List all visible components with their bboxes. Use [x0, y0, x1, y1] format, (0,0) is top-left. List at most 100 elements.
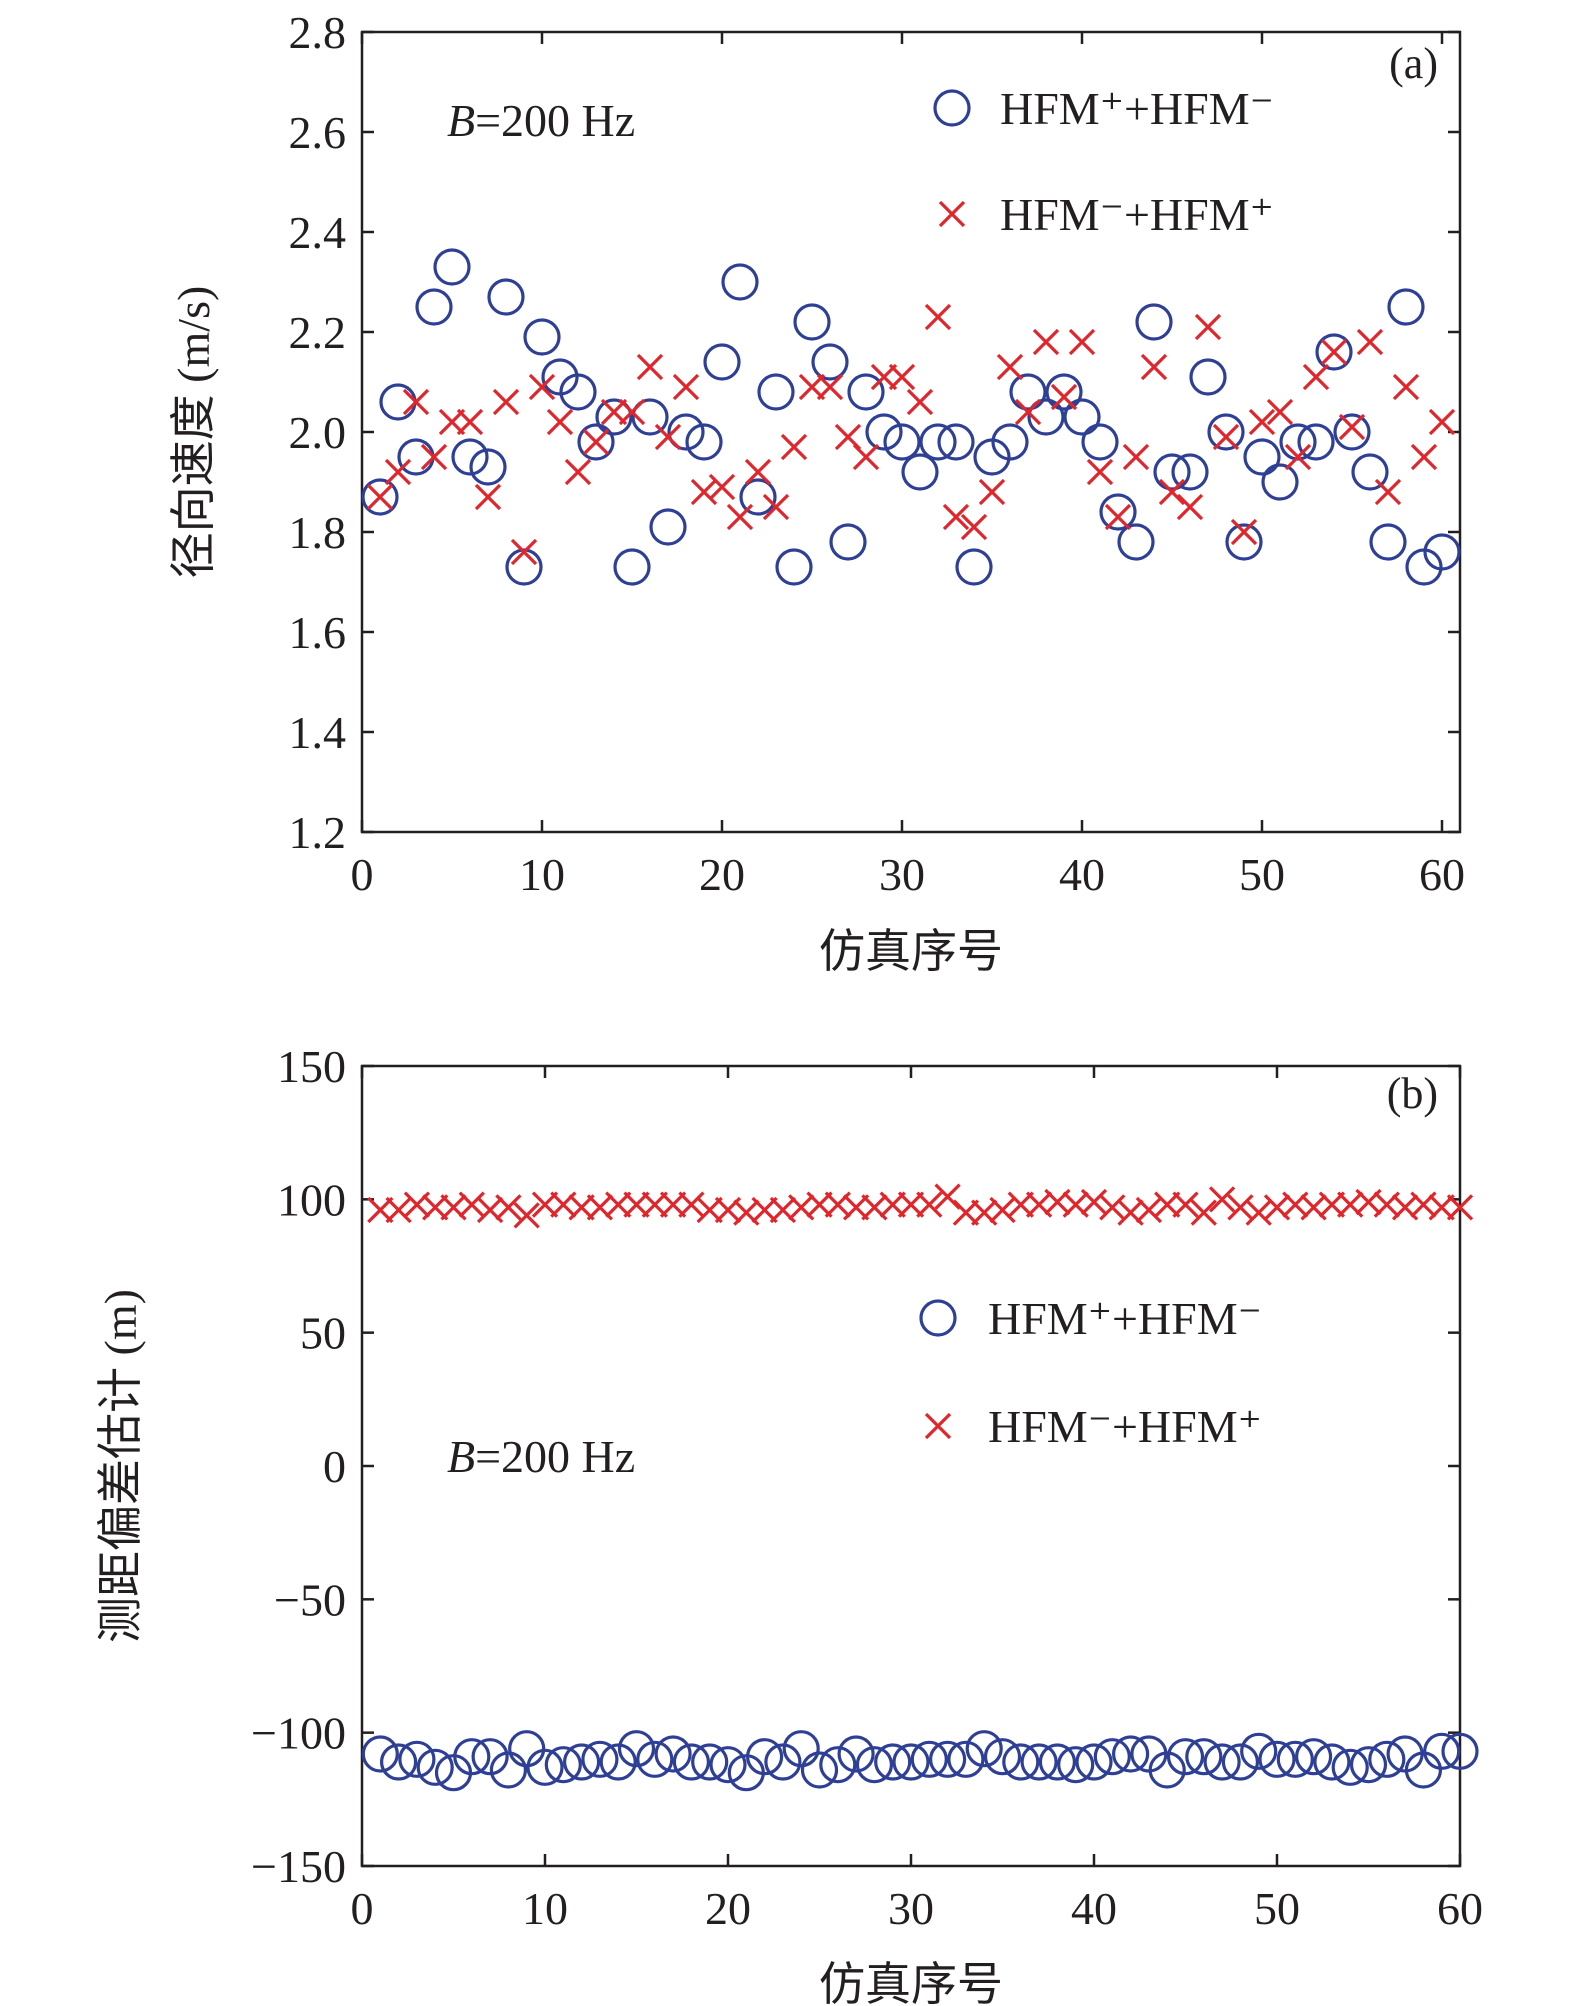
- data-point-circle: [928, 1740, 967, 1778]
- data-point-circle: [451, 438, 489, 476]
- x-tick-label: 20: [699, 849, 745, 900]
- data-point-cross: [1428, 1194, 1455, 1221]
- y-axis-title: 测距偏差估计 (m): [95, 1289, 146, 1643]
- data-point-circle: [613, 548, 651, 586]
- data-point-circle: [398, 1740, 436, 1778]
- data-point-circle: [1331, 1748, 1369, 1786]
- data-point-circle: [1020, 1743, 1058, 1781]
- data-point-cross: [474, 483, 502, 511]
- data-point-circle: [577, 423, 615, 461]
- series-cross: [367, 1183, 1474, 1229]
- data-point-cross: [906, 388, 934, 416]
- data-point-cross: [384, 458, 412, 486]
- data-point-cross: [1176, 493, 1204, 521]
- data-point-circle: [947, 1740, 985, 1778]
- data-point-circle: [892, 1743, 930, 1781]
- data-point-cross: [1158, 478, 1186, 506]
- data-point-circle: [1369, 523, 1407, 561]
- data-point-cross: [495, 1194, 522, 1221]
- data-point-circle: [1240, 1732, 1278, 1770]
- data-point-circle: [775, 548, 813, 586]
- data-point-circle: [983, 1738, 1022, 1776]
- data-point-circle: [595, 398, 633, 436]
- data-point-cross: [1135, 1196, 1163, 1224]
- x-tick-label: 0: [351, 849, 374, 900]
- data-point-cross: [1154, 1191, 1181, 1218]
- data-point-circle: [1063, 398, 1101, 436]
- series-circle: [361, 1730, 1479, 1792]
- data-point-cross: [420, 443, 448, 471]
- legend-marker-circle: [933, 89, 971, 127]
- data-point-circle: [1207, 413, 1245, 451]
- data-point-circle: [739, 478, 777, 516]
- data-point-circle: [636, 1740, 674, 1778]
- x-axis-title: 仿真序号: [819, 1959, 1003, 2006]
- data-point-cross: [1190, 1199, 1217, 1226]
- data-point-circle: [757, 373, 795, 411]
- y-tick-label: 2.8: [289, 7, 347, 58]
- data-point-circle: [1261, 463, 1299, 501]
- data-point-cross: [726, 503, 754, 531]
- data-point-cross: [690, 478, 718, 506]
- data-point-circle: [526, 1748, 564, 1786]
- data-point-cross: [888, 363, 916, 391]
- data-point-cross: [1086, 458, 1114, 486]
- data-point-circle: [855, 1746, 894, 1784]
- data-point-circle: [379, 383, 417, 421]
- data-point-cross: [422, 1194, 449, 1221]
- data-point-cross: [897, 1191, 925, 1218]
- data-point-cross: [654, 423, 682, 451]
- data-point-cross: [989, 1196, 1016, 1224]
- y-tick-label: 50: [300, 1308, 346, 1359]
- data-point-cross: [456, 408, 484, 436]
- data-point-cross: [1245, 1199, 1272, 1226]
- panel-b: 0 10 20 30 40 50 60 −150 −100 −50 0 50 100 150 仿真序号 测距偏…: [95, 1041, 1483, 2006]
- legend-label: HFM⁻+HFM⁺: [988, 1401, 1262, 1452]
- y-tick-label: 2.6: [289, 107, 347, 158]
- data-point-circle: [837, 1735, 875, 1773]
- y-tick-label: 1.4: [289, 707, 347, 758]
- y-tick-label: −50: [274, 1574, 346, 1625]
- data-point-circle: [745, 1738, 784, 1776]
- data-point-cross: [1248, 408, 1276, 436]
- bandwidth-annotation: B=200 Hz: [447, 95, 635, 146]
- data-point-cross: [641, 1191, 668, 1218]
- series-circle: [361, 248, 1461, 586]
- data-point-cross: [1446, 1194, 1474, 1221]
- series-cross: [366, 303, 1456, 566]
- data-point-cross: [1410, 443, 1438, 471]
- data-point-circle: [453, 1738, 491, 1776]
- data-point-cross: [546, 408, 574, 436]
- data-point-circle: [883, 423, 921, 461]
- data-point-cross: [1140, 353, 1168, 381]
- data-point-cross: [744, 458, 772, 486]
- x-tick-label: 50: [1254, 1883, 1300, 1934]
- data-point-circle: [1111, 1735, 1150, 1773]
- y-tick-label: 150: [277, 1041, 346, 1092]
- y-tick-label: 2.0: [289, 407, 347, 458]
- data-point-circle: [1221, 1743, 1260, 1781]
- data-point-cross: [1338, 413, 1366, 441]
- data-point-cross: [1230, 518, 1258, 546]
- data-point-cross: [806, 1191, 833, 1218]
- data-point-circle: [361, 1735, 399, 1773]
- x-tick-label: 60: [1419, 849, 1465, 900]
- data-point-circle: [955, 548, 993, 586]
- data-point-circle: [793, 303, 831, 341]
- legend-label: HFM⁺+HFM⁻: [988, 1293, 1262, 1344]
- data-point-cross: [564, 458, 592, 486]
- y-tick-label: 100: [277, 1174, 346, 1225]
- data-point-cross: [1050, 383, 1078, 411]
- data-point-circle: [1185, 1738, 1223, 1776]
- data-point-circle: [1153, 453, 1191, 491]
- data-point-circle: [1203, 1743, 1241, 1781]
- data-point-circle: [764, 1743, 802, 1781]
- data-point-circle: [709, 1746, 747, 1784]
- panel-label: (b): [1387, 1069, 1438, 1118]
- y-tick-label: 1.8: [289, 507, 347, 558]
- data-point-circle: [919, 423, 957, 461]
- data-point-circle: [1441, 1732, 1479, 1770]
- data-point-circle: [685, 423, 723, 461]
- data-point-circle: [1045, 373, 1083, 411]
- data-point-cross: [385, 1196, 412, 1224]
